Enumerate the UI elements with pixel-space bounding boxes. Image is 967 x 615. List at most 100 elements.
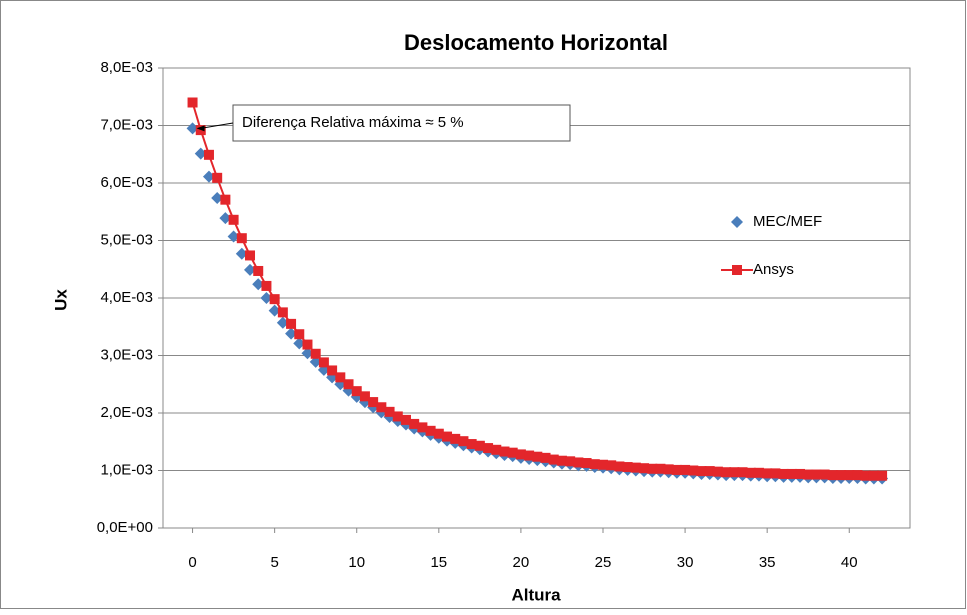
marker: [384, 406, 395, 417]
marker: [622, 462, 633, 473]
marker: [770, 468, 781, 479]
marker: [540, 452, 551, 463]
marker: [417, 422, 428, 433]
marker: [228, 214, 239, 225]
marker: [844, 470, 855, 481]
marker: [186, 122, 199, 135]
x-tick-label: 30: [677, 554, 694, 571]
marker: [194, 147, 207, 160]
marker: [211, 191, 224, 204]
x-tick-label: 5: [270, 554, 278, 571]
marker: [202, 170, 215, 183]
marker: [827, 470, 838, 481]
marker: [212, 172, 223, 183]
marker: [860, 470, 871, 481]
marker: [236, 233, 247, 244]
marker: [524, 450, 535, 461]
marker: [795, 468, 806, 479]
marker: [688, 465, 699, 476]
marker: [458, 436, 469, 447]
marker: [737, 467, 748, 478]
marker: [614, 461, 625, 472]
x-tick-label: 0: [188, 554, 196, 571]
marker: [466, 439, 477, 450]
marker: [852, 470, 863, 481]
marker: [368, 397, 379, 408]
marker: [252, 278, 265, 291]
marker: [836, 470, 847, 481]
marker: [606, 460, 617, 471]
marker: [704, 466, 715, 477]
marker: [294, 329, 305, 340]
annotation-arrow: [200, 122, 234, 129]
annotation-box: [232, 104, 571, 142]
marker: [219, 212, 232, 225]
legend-label: MEC/MEF: [753, 213, 822, 230]
y-tick-label: 6,0E-03: [100, 174, 153, 191]
marker: [293, 337, 306, 350]
marker: [310, 348, 321, 359]
marker: [680, 464, 691, 475]
marker: [474, 440, 485, 451]
marker: [803, 469, 814, 480]
x-tick-label: 20: [513, 554, 530, 571]
x-tick-label: 25: [595, 554, 612, 571]
marker: [302, 339, 313, 350]
marker: [532, 451, 543, 462]
marker: [573, 457, 584, 468]
y-tick-label: 0,0E+00: [97, 519, 153, 536]
marker: [195, 125, 206, 136]
marker: [877, 470, 888, 481]
marker: [343, 379, 354, 390]
marker: [630, 462, 641, 473]
y-tick-label: 8,0E-03: [100, 59, 153, 76]
marker: [639, 463, 650, 474]
marker: [227, 230, 240, 243]
marker: [671, 464, 682, 475]
marker: [351, 386, 362, 397]
marker: [433, 428, 444, 439]
marker: [499, 446, 510, 457]
marker: [276, 316, 289, 329]
marker: [507, 447, 518, 458]
chart-title: Deslocamento Horizontal: [404, 30, 668, 55]
marker: [359, 391, 370, 402]
y-tick-label: 3,0E-03: [100, 346, 153, 363]
marker: [442, 431, 453, 442]
y-axis-label: Ux: [51, 289, 70, 311]
marker: [786, 468, 797, 479]
y-tick-label: 5,0E-03: [100, 231, 153, 248]
marker: [187, 97, 198, 108]
marker: [268, 304, 281, 317]
marker: [548, 454, 559, 465]
marker: [253, 265, 264, 276]
marker: [327, 365, 338, 376]
marker: [301, 347, 314, 360]
marker: [235, 247, 248, 260]
marker: [260, 292, 273, 304]
marker: [655, 463, 666, 474]
marker: [425, 425, 436, 436]
marker: [778, 468, 789, 479]
series: [187, 97, 888, 481]
marker: [450, 433, 461, 444]
marker: [762, 468, 773, 479]
marker: [663, 464, 674, 475]
marker: [745, 467, 756, 478]
marker: [868, 470, 879, 481]
legend-label: Ansys: [753, 261, 794, 278]
marker: [269, 294, 280, 305]
marker: [565, 456, 576, 467]
marker: [277, 307, 288, 318]
marker: [712, 466, 723, 477]
legend-marker: [732, 265, 742, 275]
marker: [696, 466, 707, 477]
marker: [409, 418, 420, 429]
marker: [647, 463, 658, 474]
marker: [721, 467, 732, 478]
marker: [309, 355, 322, 368]
marker: [483, 443, 494, 454]
marker: [597, 459, 608, 470]
